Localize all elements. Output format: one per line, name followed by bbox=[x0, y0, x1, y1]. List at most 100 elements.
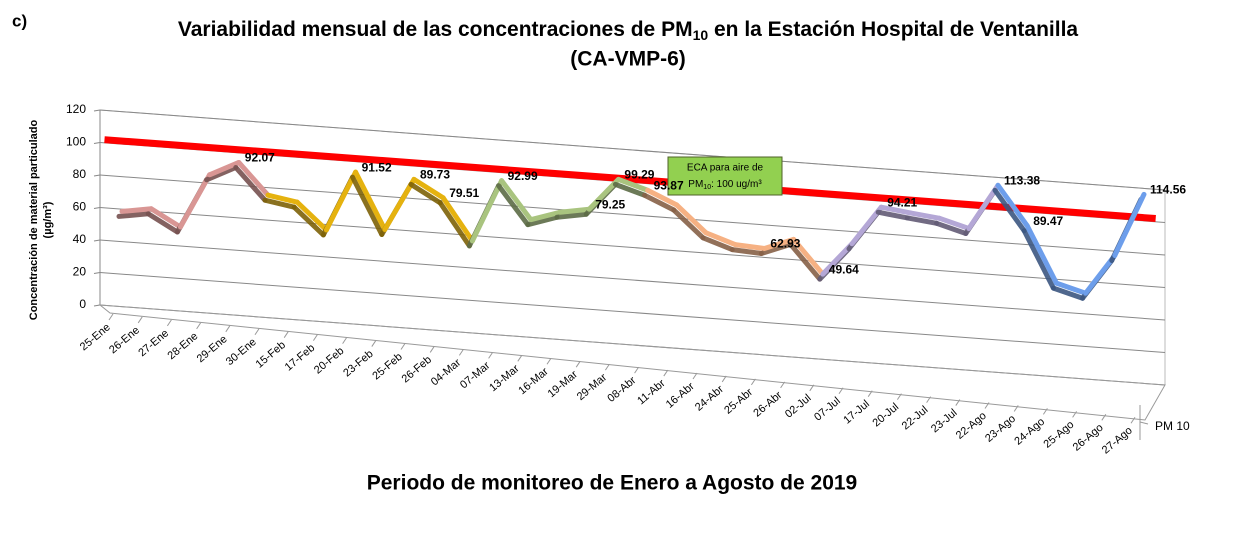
data-label: 94.21 bbox=[887, 195, 917, 209]
y-tick-label: 120 bbox=[66, 102, 86, 116]
x-tick bbox=[458, 349, 464, 356]
line-segment-side bbox=[1050, 285, 1086, 301]
line-segment-side bbox=[758, 241, 794, 256]
annotation-part: : 100 ug/m³ bbox=[711, 179, 762, 190]
line-segment-side bbox=[554, 211, 589, 220]
x-tick bbox=[780, 381, 786, 389]
x-tick-label: 17-Jul bbox=[841, 398, 872, 426]
annotation-text: PM10: 100 ug/m³ bbox=[688, 179, 762, 191]
grid-line bbox=[99, 174, 1166, 256]
x-tick bbox=[517, 355, 523, 362]
line-segment bbox=[645, 187, 680, 208]
x-tick bbox=[663, 369, 669, 377]
data-label: 93.87 bbox=[654, 178, 684, 192]
x-tick bbox=[721, 375, 727, 383]
x-tick bbox=[400, 343, 406, 350]
x-tick bbox=[1072, 411, 1078, 418]
y-tick-label: 60 bbox=[73, 200, 87, 214]
y-tick bbox=[93, 272, 101, 274]
x-tick bbox=[137, 316, 143, 324]
grid-line bbox=[99, 272, 1166, 353]
line-segment-side bbox=[116, 211, 151, 219]
x-tick-label: 22-Jul bbox=[900, 404, 931, 432]
data-label: 79.25 bbox=[595, 197, 625, 211]
line-segment-side bbox=[525, 214, 560, 228]
line-segment-side bbox=[145, 211, 180, 235]
data-label: 62.93 bbox=[770, 237, 800, 251]
x-tick-label: 30-Ene bbox=[224, 336, 259, 368]
line-segment bbox=[732, 242, 767, 251]
x-tick bbox=[546, 357, 552, 365]
line-segment-side bbox=[350, 174, 385, 238]
x-tick bbox=[634, 366, 640, 374]
y-tick bbox=[93, 207, 101, 209]
line-segment bbox=[207, 159, 242, 178]
annotation: ECA para aire de PM10: 100 ug/m³ bbox=[667, 156, 783, 196]
x-tick-label: 11-Abr bbox=[635, 377, 668, 407]
chart-title: Variabilidad mensual de las concentracio… bbox=[178, 18, 1079, 43]
x-tick bbox=[750, 378, 756, 386]
x-tick-label: 27-Ago bbox=[1100, 425, 1135, 457]
data-label: 99.29 bbox=[624, 168, 654, 182]
data-label: 91.52 bbox=[362, 160, 392, 174]
line-segment bbox=[791, 236, 826, 277]
x-tick-label: 02-Jul bbox=[783, 392, 814, 420]
line-segment bbox=[119, 206, 154, 214]
y-label-line: (µg/m³) bbox=[42, 201, 54, 238]
x-tick bbox=[575, 360, 581, 368]
data-label: 89.47 bbox=[1033, 214, 1063, 228]
line-segment bbox=[995, 182, 1030, 229]
line-segment bbox=[674, 202, 709, 236]
x-tick bbox=[196, 322, 202, 330]
line-segment bbox=[615, 176, 651, 193]
line-segment bbox=[499, 178, 534, 223]
line-segment bbox=[469, 178, 505, 244]
y-axis-label: Concentración de material particulado (µ… bbox=[28, 119, 54, 320]
line-segment-side bbox=[992, 187, 1027, 234]
panel-label: c) bbox=[12, 11, 27, 30]
line-segment bbox=[148, 206, 183, 230]
reference-line bbox=[104, 136, 1156, 223]
x-tick bbox=[254, 328, 260, 336]
line-segment-side bbox=[437, 200, 472, 249]
line-segment-side bbox=[934, 220, 969, 237]
line-segment-side bbox=[612, 181, 648, 198]
line-segment bbox=[937, 215, 972, 232]
line-segment bbox=[411, 176, 446, 201]
x-tick bbox=[1013, 405, 1019, 412]
x-tick-label: 29-Mar bbox=[575, 371, 610, 403]
line-segment-side bbox=[262, 197, 297, 210]
x-tick bbox=[488, 352, 494, 359]
y-label-line: Concentración de material particulado bbox=[28, 119, 40, 320]
y-tick bbox=[93, 174, 101, 177]
line-segment-side bbox=[700, 235, 735, 253]
x-tick bbox=[312, 334, 318, 341]
line-segment bbox=[382, 176, 417, 233]
data-label: 114.56 bbox=[1150, 183, 1186, 197]
data-label: 79.51 bbox=[449, 186, 479, 200]
x-tick bbox=[955, 399, 961, 406]
x-tick bbox=[838, 387, 844, 395]
line-segment bbox=[557, 206, 592, 215]
annotation-subscript: 10 bbox=[703, 184, 711, 191]
data-label: 89.73 bbox=[420, 168, 450, 182]
x-tick bbox=[984, 402, 990, 409]
annotation-box bbox=[667, 156, 783, 196]
line-segment-side bbox=[875, 209, 910, 221]
x-tick-label: 26-Abr bbox=[751, 389, 784, 420]
grid-line bbox=[99, 239, 1166, 321]
title-part: Variabilidad mensual de las concentracio… bbox=[178, 18, 693, 41]
x-axis-label: Periodo de monitoreo de Enero a Agosto d… bbox=[367, 472, 858, 495]
line-segment bbox=[907, 210, 943, 221]
line-segment-side bbox=[788, 241, 823, 282]
x-tick bbox=[1130, 416, 1136, 424]
line-segment-side bbox=[1021, 228, 1056, 291]
y-tick bbox=[93, 109, 101, 112]
line-segment bbox=[440, 195, 475, 244]
line-segment bbox=[1053, 280, 1089, 296]
line-segment-side bbox=[291, 204, 326, 238]
floor bbox=[98, 304, 1166, 421]
line-segment bbox=[1112, 191, 1147, 258]
y-tick-label: 100 bbox=[66, 135, 86, 149]
title-subscript: 10 bbox=[693, 27, 709, 43]
